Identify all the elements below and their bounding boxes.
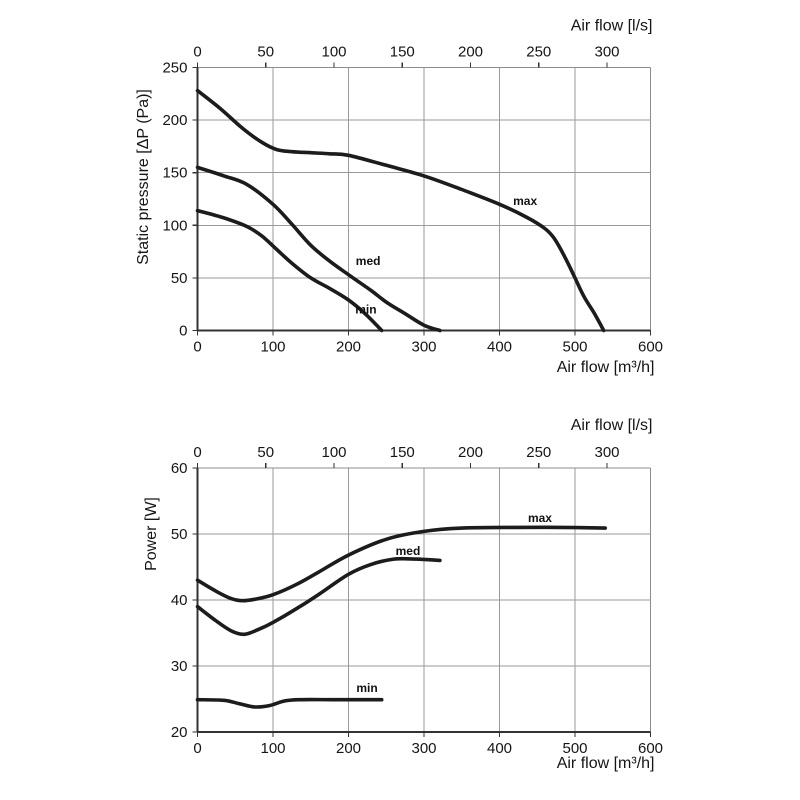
y-tick-label: 60 bbox=[171, 460, 188, 477]
curve-med bbox=[195, 556, 442, 637]
y-tick-label: 100 bbox=[162, 217, 187, 234]
x2-tick-label: 250 bbox=[526, 444, 551, 461]
y-tick-label: 40 bbox=[171, 592, 188, 609]
x-tick-label: 100 bbox=[260, 339, 285, 356]
x-axis-title: Air flow [m³/h] bbox=[557, 755, 655, 772]
x2-tick-label: 0 bbox=[193, 444, 201, 461]
curve-max bbox=[195, 525, 607, 603]
x-tick-label: 500 bbox=[562, 339, 587, 356]
x-tick-label: 0 bbox=[193, 740, 201, 757]
x2-tick-label: 100 bbox=[321, 444, 346, 461]
x2-tick-label: 50 bbox=[257, 444, 274, 461]
curve-label-min: min bbox=[356, 681, 377, 695]
x-tick-label: 200 bbox=[336, 740, 361, 757]
x2-tick-label: 250 bbox=[526, 44, 551, 61]
x-tick-label: 200 bbox=[336, 339, 361, 356]
y-axis-title: Power [W] bbox=[143, 497, 160, 571]
y-tick-label: 150 bbox=[162, 165, 187, 182]
curve-min bbox=[195, 697, 384, 709]
curve-max bbox=[195, 88, 606, 333]
secondary-x-axis-title: Air flow [l/s] bbox=[571, 417, 653, 434]
secondary-x-axis: 0 50 100 150 200 250 300 bbox=[193, 444, 620, 468]
x2-tick-label: 100 bbox=[321, 44, 346, 61]
curve-label-med: med bbox=[356, 254, 381, 268]
x-tick-label: 400 bbox=[487, 740, 512, 757]
x2-tick-label: 300 bbox=[594, 44, 619, 61]
x-tick-label: 500 bbox=[562, 740, 587, 757]
x2-tick-label: 150 bbox=[390, 444, 415, 461]
y-axis-title: Static pressure [ΔP (Pa)] bbox=[135, 89, 152, 265]
x-axis-title: Air flow [m³/h] bbox=[557, 359, 655, 376]
secondary-x-axis-title: Air flow [l/s] bbox=[571, 18, 653, 35]
x-tick-label: 100 bbox=[260, 740, 285, 757]
x-tick-label: 600 bbox=[638, 740, 663, 757]
y-tick-label: 20 bbox=[171, 724, 188, 741]
x-tick-label: 600 bbox=[638, 339, 663, 356]
curve-label-max: max bbox=[528, 511, 552, 525]
curve-med bbox=[195, 165, 442, 333]
x-tick-label: 0 bbox=[193, 339, 201, 356]
y-axis: 20 30 40 50 60 bbox=[171, 460, 198, 741]
x-tick-label: 300 bbox=[411, 339, 436, 356]
x2-tick-label: 0 bbox=[193, 44, 201, 61]
y-tick-label: 250 bbox=[162, 60, 187, 77]
y-tick-label: 30 bbox=[171, 658, 188, 675]
x2-tick-label: 200 bbox=[458, 44, 483, 61]
grid bbox=[197, 468, 651, 732]
curve-label-max: max bbox=[513, 194, 537, 208]
curve-label-med: med bbox=[396, 544, 421, 558]
x2-tick-label: 50 bbox=[257, 44, 274, 61]
curve-label-min: min bbox=[355, 302, 376, 316]
curve-min bbox=[195, 208, 384, 333]
x2-tick-label: 150 bbox=[390, 44, 415, 61]
grid bbox=[197, 67, 651, 331]
x-tick-label: 300 bbox=[411, 740, 436, 757]
x-axis: 0 100 200 300 400 500 600 bbox=[193, 330, 663, 356]
x-axis: 0 100 200 300 400 500 600 bbox=[193, 732, 663, 757]
y-tick-label: 50 bbox=[171, 270, 188, 287]
x2-tick-label: 200 bbox=[458, 444, 483, 461]
y-axis: 0 50 100 150 200 250 bbox=[162, 60, 198, 340]
x2-tick-label: 300 bbox=[594, 444, 619, 461]
y-tick-label: 50 bbox=[171, 526, 188, 543]
y-tick-label: 200 bbox=[162, 112, 187, 129]
x-tick-label: 400 bbox=[487, 339, 512, 356]
y-tick-label: 0 bbox=[179, 323, 187, 340]
secondary-x-axis: 0 50 100 150 200 250 300 bbox=[193, 44, 620, 68]
